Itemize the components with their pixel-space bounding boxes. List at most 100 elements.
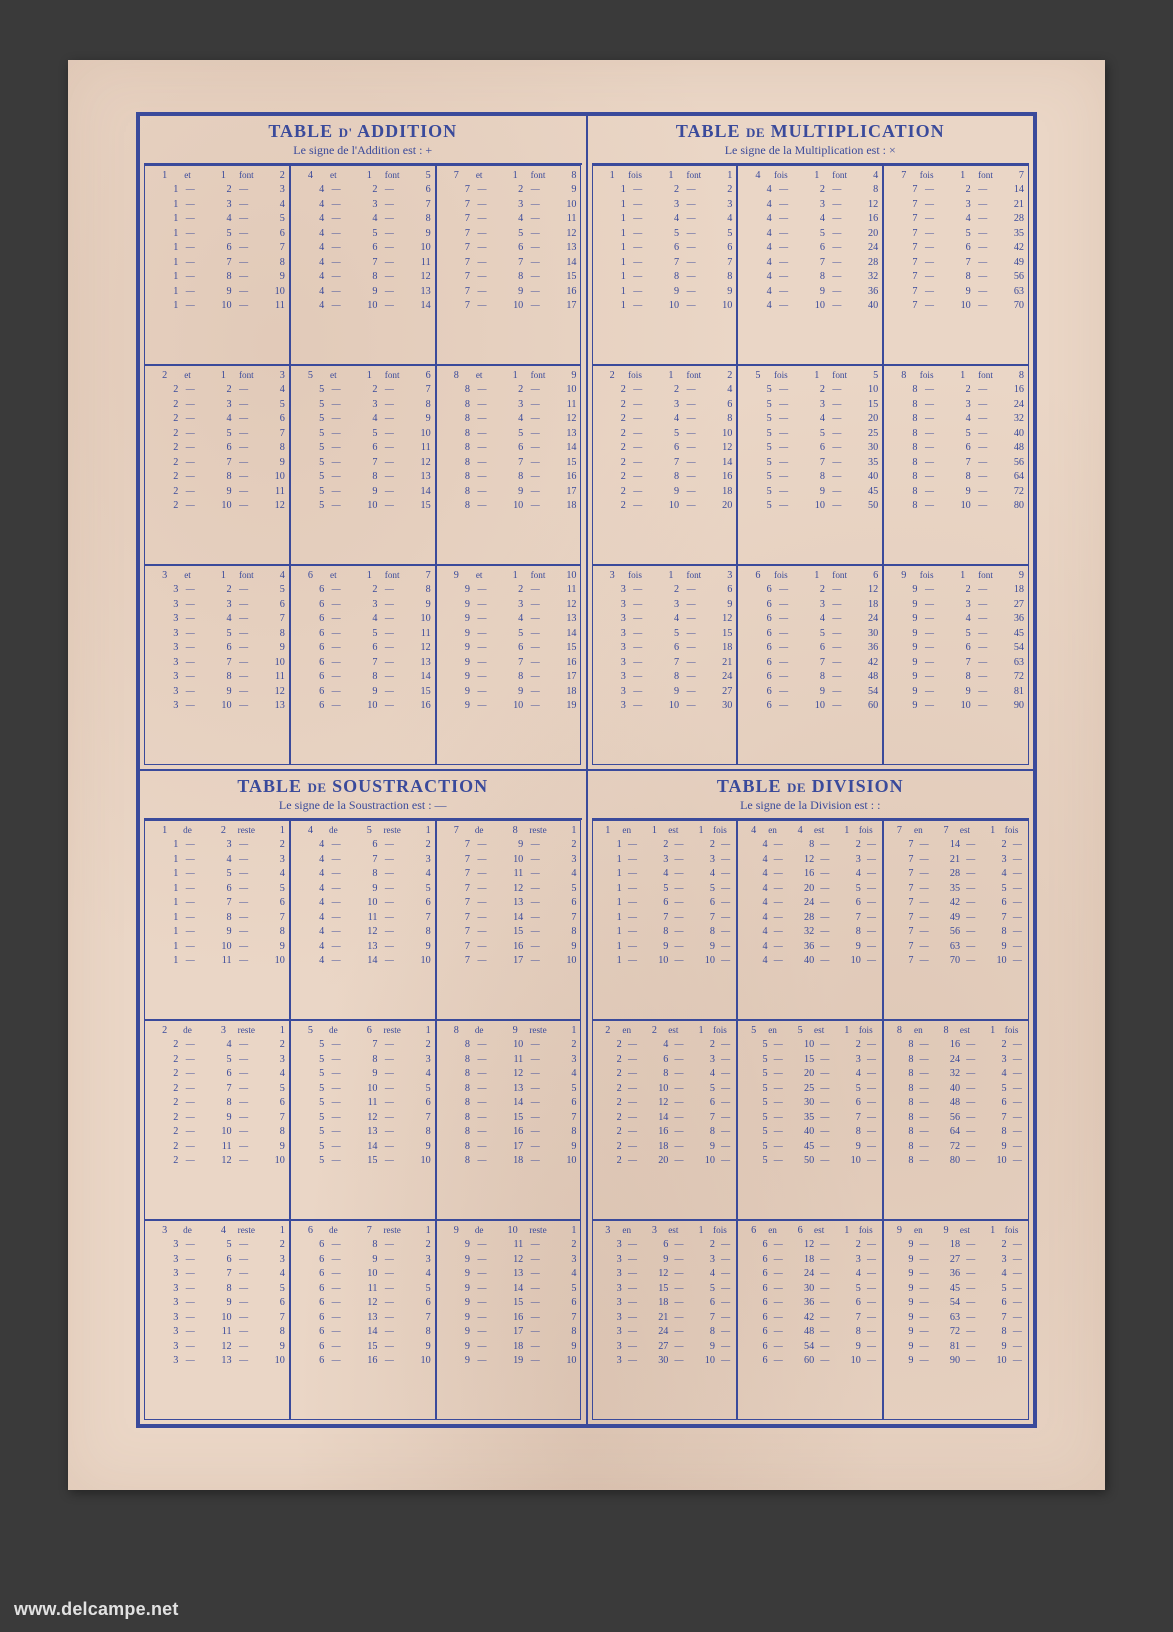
table-row: 7fois1font7 xyxy=(886,169,1026,183)
table-row: 5—13—8 xyxy=(293,1125,433,1139)
table-row: 9—11—2 xyxy=(439,1238,579,1252)
table-row: 8—3—11 xyxy=(439,398,579,412)
cell-word2: — xyxy=(827,412,847,425)
cell-word1: — xyxy=(774,285,794,298)
cell-b: 3 xyxy=(206,1024,228,1038)
cell-b: 9 xyxy=(346,685,379,699)
cell-b: 6 xyxy=(200,882,233,896)
cell-word2: — xyxy=(379,383,399,396)
cell-suffix: — xyxy=(1009,1111,1026,1124)
table-row: 9—27—3— xyxy=(886,1253,1026,1267)
cell-b: 13 xyxy=(346,940,379,954)
cell-result: 10 xyxy=(979,1154,1008,1168)
cell-suffix: — xyxy=(717,1096,734,1109)
cell-a: 8 xyxy=(886,369,908,383)
cell-b: 8 xyxy=(200,1096,233,1110)
cell-word1: — xyxy=(180,1311,200,1324)
table-row: 6—30—5— xyxy=(740,1282,880,1296)
table-row: 9—4—13 xyxy=(439,612,579,626)
table-row: 6—12—6 xyxy=(293,1296,433,1310)
table-row: 8en8est1fois xyxy=(886,1024,1026,1038)
cell-result: 5 xyxy=(254,583,287,597)
cell-a: 6 xyxy=(293,598,326,612)
cell-b: 3 xyxy=(648,198,681,212)
cell-word2: font xyxy=(374,569,411,582)
cell-word1: — xyxy=(628,441,648,454)
cell-word1: de xyxy=(461,824,498,837)
cell-b: 42 xyxy=(787,1311,816,1325)
cell-a: 8 xyxy=(886,398,919,412)
table-row: 1—4—5 xyxy=(147,212,287,226)
cell-result: 8 xyxy=(545,1325,578,1339)
block-base-7: 7de8reste17—9—27—10—37—11—47—12—57—13—67… xyxy=(436,820,582,1020)
table-row: 5—14—9 xyxy=(293,1140,433,1154)
cell-b: 3 xyxy=(939,598,972,612)
table-row: 5—11—6 xyxy=(293,1096,433,1110)
cell-word2: — xyxy=(962,1053,979,1066)
cell-a: 4 xyxy=(740,867,769,881)
table-row: 4—40—10— xyxy=(740,954,880,968)
table-row: 6—8—48 xyxy=(740,670,880,684)
cell-word2: — xyxy=(962,882,979,895)
cell-suffix: — xyxy=(1009,1067,1026,1080)
table-row: 5—15—10 xyxy=(293,1154,433,1168)
cell-suffix: — xyxy=(1009,867,1026,880)
cell-word1: — xyxy=(624,1125,641,1138)
cell-suffix: — xyxy=(863,1067,880,1080)
cell-result: 6 xyxy=(254,1296,287,1310)
cell-b: 1 xyxy=(206,169,228,183)
cell-b: 36 xyxy=(787,1296,816,1310)
cell-result: 2 xyxy=(254,838,287,852)
cell-a: 7 xyxy=(886,838,915,852)
cell-suffix: — xyxy=(1009,1282,1026,1295)
cell-word1: — xyxy=(628,641,648,654)
cell-result: 3 xyxy=(399,1253,432,1267)
cell-word2: — xyxy=(234,1125,254,1138)
table-row: 7—5—35 xyxy=(886,227,1026,241)
cell-word1: — xyxy=(326,583,346,596)
block-base-2: 2fois1font22—2—42—3—62—4—82—5—102—6—122—… xyxy=(592,365,738,565)
table-row: 4—7—3 xyxy=(293,853,433,867)
cell-result: 10 xyxy=(688,1154,717,1168)
table-row: 9—12—3 xyxy=(439,1253,579,1267)
cell-a: 5 xyxy=(740,456,773,470)
cell-result: 8 xyxy=(979,925,1008,939)
cell-a: 2 xyxy=(147,1140,180,1154)
cell-b: 10 xyxy=(346,1267,379,1281)
table-row: 9—7—16 xyxy=(439,656,579,670)
cell-word1: en xyxy=(612,1224,641,1237)
cell-a: 8 xyxy=(886,1038,915,1052)
cell-result: 17 xyxy=(545,670,578,684)
cell-result: 9 xyxy=(399,1340,432,1354)
cell-b: 5 xyxy=(794,227,827,241)
cell-word1: — xyxy=(628,670,648,683)
table-row: 2—5—3 xyxy=(147,1053,287,1067)
cell-word1: — xyxy=(770,1111,787,1124)
cell-result: 19 xyxy=(545,699,578,713)
cell-b: 3 xyxy=(200,598,233,612)
cell-result: 2 xyxy=(834,1038,863,1052)
cell-result: 15 xyxy=(399,499,432,513)
table-row: 8—24—3— xyxy=(886,1053,1026,1067)
cell-a: 1 xyxy=(147,183,180,197)
cell-word2: — xyxy=(379,1053,399,1066)
cell-a: 1 xyxy=(595,299,628,313)
cell-a: 3 xyxy=(595,685,628,699)
cell-word2: — xyxy=(681,641,701,654)
cell-word1: — xyxy=(326,1067,346,1080)
table-row: 9—2—18 xyxy=(886,583,1026,597)
cell-a: 8 xyxy=(439,470,472,484)
cell-a: 1 xyxy=(147,285,180,299)
cell-result: 1 xyxy=(712,169,734,183)
cell-word1: — xyxy=(628,583,648,596)
cell-word1: — xyxy=(919,685,939,698)
cell-b: 6 xyxy=(939,441,972,455)
cell-result: 10 xyxy=(688,1354,717,1368)
cell-b: 3 xyxy=(346,598,379,612)
cell-b: 2 xyxy=(648,583,681,597)
table-row: 3—12—9 xyxy=(147,1340,287,1354)
table-row: 5—2—10 xyxy=(740,383,880,397)
cell-suffix: — xyxy=(1009,1253,1026,1266)
cell-a: 3 xyxy=(147,641,180,655)
cell-a: 8 xyxy=(439,1096,472,1110)
